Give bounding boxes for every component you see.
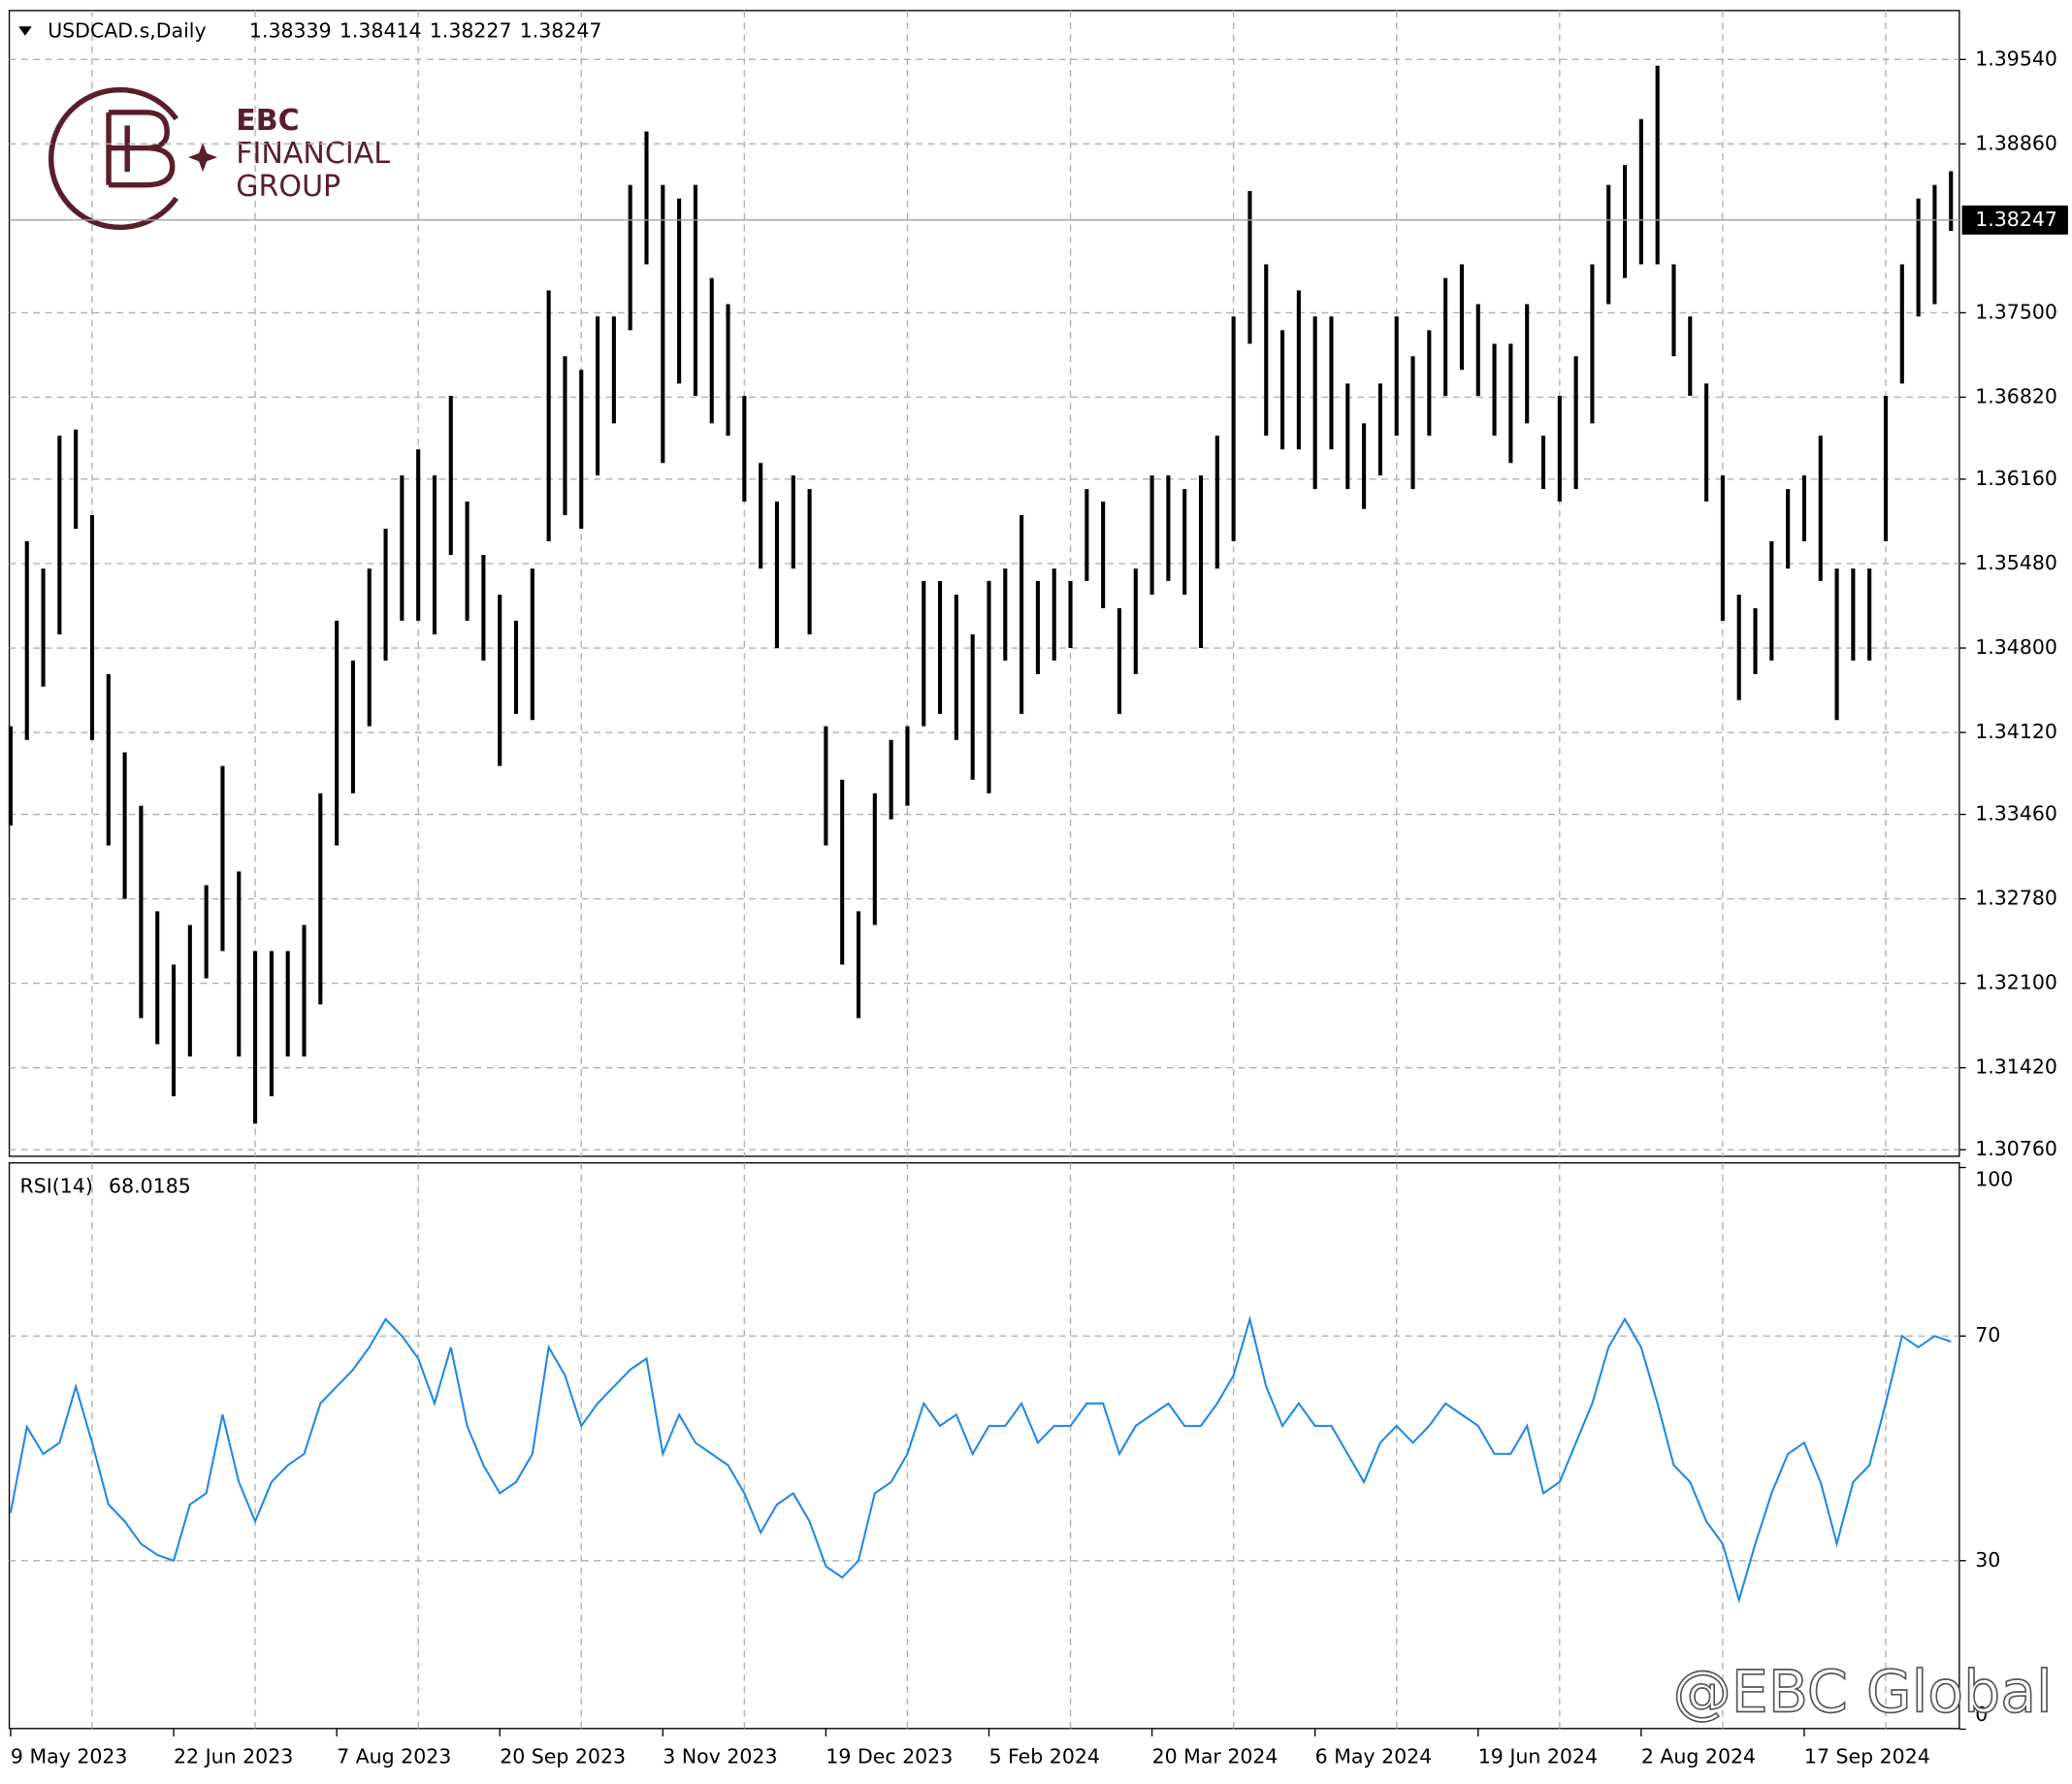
y-tick-label: 1.32100 (1975, 971, 2057, 994)
y-tick-label: 1.32780 (1975, 887, 2057, 910)
logo-mark (106, 110, 176, 188)
symbol-menu-arrow[interactable] (18, 26, 32, 36)
y-tick-label: 1.30760 (1975, 1137, 2057, 1160)
x-tick-label: 9 May 2023 (11, 1745, 128, 1768)
indicator-label: RSI(14) (19, 1174, 92, 1197)
watermark: @EBC Global (1673, 1658, 2053, 1726)
header-price: 1.38414 (340, 19, 422, 43)
indicator-value: 68.0185 (109, 1174, 191, 1197)
header-price: 1.38339 (249, 19, 332, 43)
last-price-label: 1.38247 (1975, 208, 2057, 231)
x-tick-label: 19 Jun 2024 (1478, 1745, 1598, 1768)
x-tick-label: 20 Sep 2023 (500, 1745, 626, 1768)
vertical-grid (91, 10, 1887, 1729)
y-tick-label: 1.33460 (1975, 802, 2057, 826)
last-price-box (1961, 205, 2068, 235)
y-tick-label: 1.36820 (1975, 384, 2057, 407)
y-tick-label: 70 (1975, 1323, 2000, 1346)
y-tick-label: 1.39540 (1975, 47, 2057, 70)
header-price: 1.38247 (520, 19, 602, 43)
logo: EBC FINANCIAL GROUP (48, 86, 390, 231)
x-tick-label: 22 Jun 2023 (174, 1745, 293, 1768)
y-tick-label: 1.37500 (1975, 300, 2057, 323)
x-tick-label: 3 Nov 2023 (663, 1745, 777, 1768)
y-tick-label: 1.31420 (1975, 1055, 2057, 1079)
symbol-label: USDCAD.s,Daily (48, 19, 206, 43)
x-tick-label: 20 Mar 2024 (1152, 1745, 1279, 1768)
logo-star (188, 143, 218, 173)
y-tick-label: 1.36160 (1975, 467, 2057, 490)
y-tick-label: 1.38860 (1975, 131, 2057, 154)
header-ohlc: 1.38339 1.38414 1.38227 1.38247 (249, 19, 602, 43)
rsi-panel (8, 1162, 1960, 1730)
header-price: 1.38227 (430, 19, 512, 43)
y-tick-label: 1.35480 (1975, 551, 2057, 574)
logo-text: FINANCIAL (236, 137, 390, 171)
x-tick-label: 2 Aug 2024 (1641, 1745, 1756, 1768)
x-tick-label: 7 Aug 2023 (337, 1745, 451, 1768)
y-tick-label: 100 (1975, 1167, 2013, 1190)
y-tick-label: 1.34800 (1975, 635, 2057, 659)
x-tick-label: 6 May 2024 (1315, 1745, 1433, 1768)
x-tick-label: 5 Feb 2024 (988, 1745, 1099, 1768)
logo-ring (48, 86, 178, 231)
logo-text: EBC (236, 104, 299, 138)
price-panel (8, 10, 1960, 1157)
y-tick-label: 1.34120 (1975, 720, 2057, 743)
rsi-line (9, 1314, 1952, 1604)
logo-text: GROUP (236, 170, 340, 204)
y-tick-label: 0 (1975, 1703, 1988, 1726)
x-tick-label: 19 Dec 2023 (826, 1745, 953, 1768)
y-tick-label: 30 (1975, 1548, 2000, 1572)
x-tick-label: 17 Sep 2024 (1804, 1745, 1930, 1768)
